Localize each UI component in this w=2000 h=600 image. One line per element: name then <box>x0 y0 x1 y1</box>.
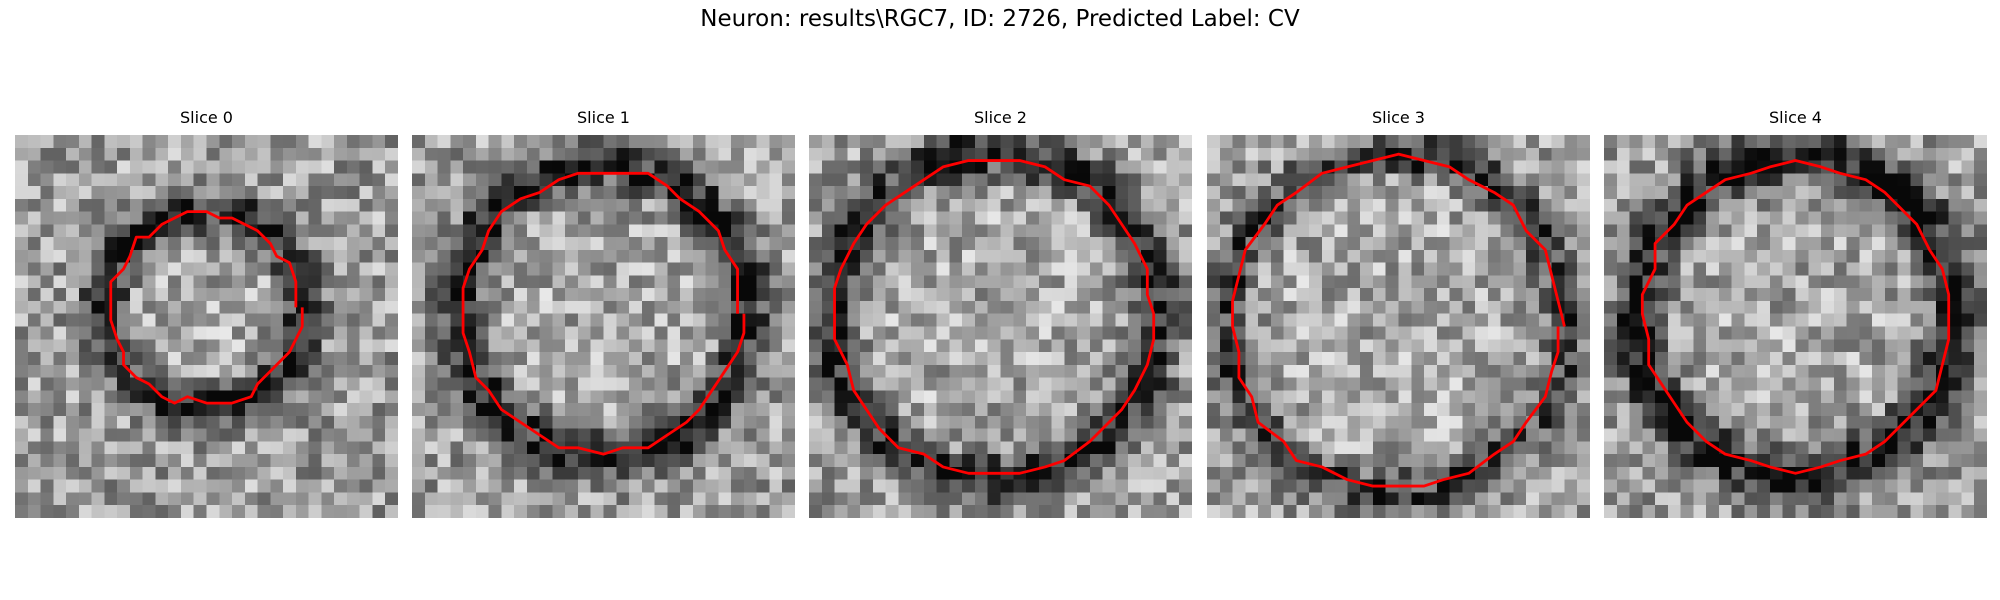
slice-image <box>1207 135 1590 518</box>
slice-image <box>1604 135 1987 518</box>
figure-title: Neuron: results\RGC7, ID: 2726, Predicte… <box>0 6 2000 32</box>
slice-panel-1: Slice 1 <box>412 108 795 520</box>
slice-title: Slice 4 <box>1604 108 1987 127</box>
slice-title: Slice 3 <box>1207 108 1590 127</box>
slice-panel-3: Slice 3 <box>1207 108 1590 520</box>
slice-title: Slice 1 <box>412 108 795 127</box>
slice-panel-2: Slice 2 <box>809 108 1192 520</box>
slice-panel-0: Slice 0 <box>15 108 398 520</box>
slice-image <box>809 135 1192 518</box>
slice-image <box>412 135 795 518</box>
slice-title: Slice 2 <box>809 108 1192 127</box>
slice-title: Slice 0 <box>15 108 398 127</box>
slice-panel-4: Slice 4 <box>1604 108 1987 520</box>
slice-image <box>15 135 398 518</box>
